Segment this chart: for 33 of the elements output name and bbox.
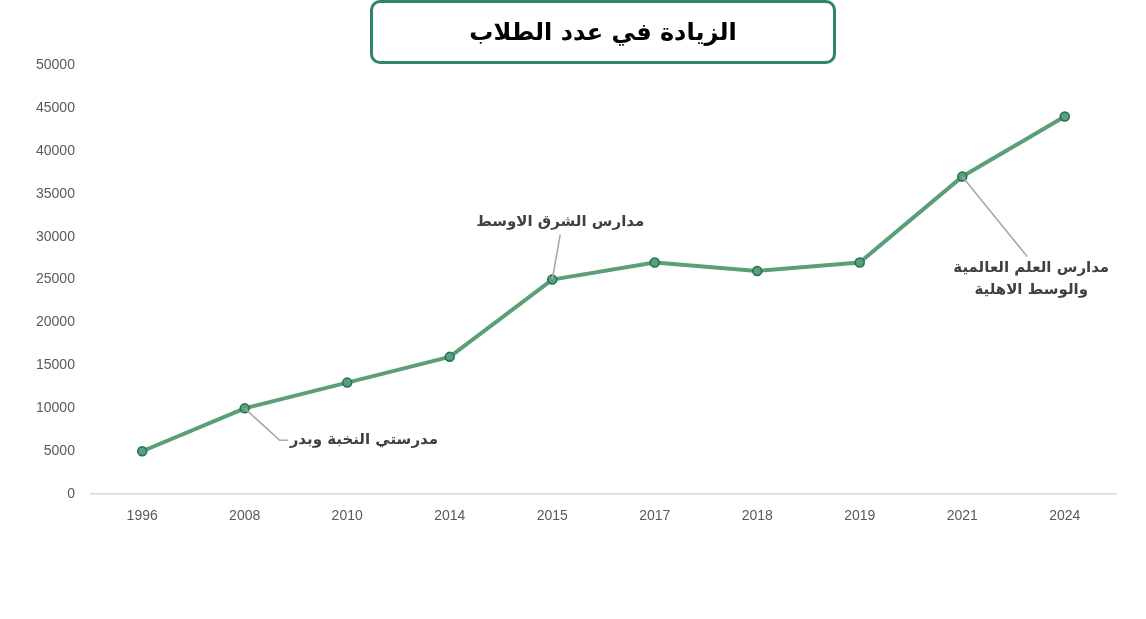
point bbox=[444, 351, 455, 363]
x-tick-label: 2019 bbox=[844, 507, 876, 524]
chart-title: الزيادة في عدد الطلاب bbox=[370, 0, 836, 64]
y-tick-label: 20000 bbox=[35, 313, 76, 330]
point bbox=[341, 377, 353, 388]
y-tick-label: 30000 bbox=[35, 227, 76, 244]
annotation: مدارس العلم العالمية والوسط الاهلية bbox=[953, 258, 1110, 299]
annotation: مدرستي النخبة وبدر bbox=[288, 430, 438, 449]
point bbox=[649, 257, 660, 268]
y-tick-label: 0 bbox=[67, 485, 76, 502]
x-tick-label: 2021 bbox=[946, 507, 979, 524]
y-tick-label: 5000 bbox=[43, 442, 76, 459]
x-tick-label: 2015 bbox=[536, 507, 568, 524]
y-tick-label: 40000 bbox=[35, 141, 76, 158]
x-tick-label: 2008 bbox=[229, 507, 261, 524]
y-tick-label: 25000 bbox=[35, 270, 76, 287]
point bbox=[751, 265, 763, 277]
y-tick-label: 35000 bbox=[35, 184, 76, 201]
y-tick-label: 50000 bbox=[35, 55, 76, 72]
x-tick-label: 2024 bbox=[1049, 507, 1081, 524]
point bbox=[854, 257, 865, 268]
point bbox=[1059, 111, 1070, 122]
y-tick-label: 15000 bbox=[35, 356, 76, 373]
y-tick-label: 10000 bbox=[35, 399, 76, 416]
x-tick-label: 2010 bbox=[331, 507, 363, 524]
annotation: مدارس الشرق الاوسط bbox=[476, 212, 645, 231]
y-tick-label: 45000 bbox=[35, 98, 76, 115]
x-tick-label: 2018 bbox=[741, 507, 774, 524]
x-tick-label: 2014 bbox=[434, 507, 466, 524]
point bbox=[136, 446, 148, 457]
x-tick-label: 2017 bbox=[639, 507, 671, 524]
x-tick-label: 1996 bbox=[126, 507, 158, 524]
point bbox=[239, 403, 250, 414]
